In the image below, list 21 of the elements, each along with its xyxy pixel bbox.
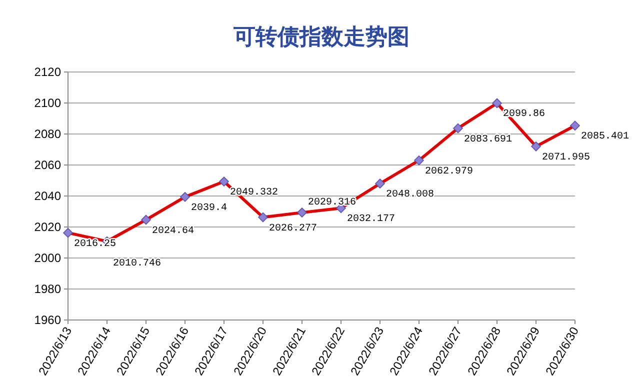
y-tick-label: 2100 (34, 96, 62, 110)
y-tick-label: 2080 (34, 127, 62, 141)
y-tick-label: 2040 (34, 189, 62, 203)
data-label: 2083.691 (464, 134, 512, 146)
data-label: 2039.4 (191, 202, 228, 214)
data-label: 2010.746 (113, 258, 162, 270)
y-tick-label: 1980 (34, 282, 62, 296)
chart-title: 可转债指数走势图 (232, 25, 410, 50)
data-label: 2032.177 (347, 214, 396, 226)
data-label: 2085.401 (581, 132, 630, 143)
y-tick-label: 2000 (34, 251, 62, 265)
data-label: 2016.25 (74, 238, 116, 250)
data-label: 2048.008 (386, 190, 434, 201)
data-label: 2071.995 (542, 152, 590, 164)
data-label: 2062.979 (425, 166, 474, 178)
y-tick-label: 2020 (34, 220, 62, 234)
y-tick-label: 1960 (34, 313, 62, 327)
data-label: 2024.64 (152, 226, 194, 237)
data-label: 2026.277 (269, 223, 318, 234)
y-tick-label: 2060 (34, 158, 62, 172)
y-tick-label: 2120 (34, 65, 62, 79)
